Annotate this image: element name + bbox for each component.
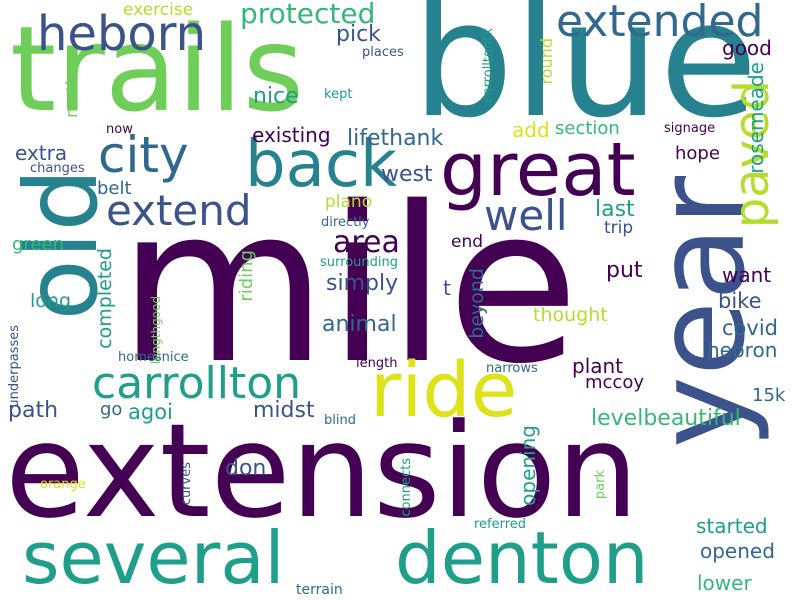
word-covid: covid (722, 316, 778, 340)
word-denton: denton (395, 516, 649, 600)
word-heborn: heborn (37, 6, 207, 62)
word-plant: plant (572, 354, 624, 378)
word-park: park (593, 470, 608, 500)
word-length: length (356, 356, 398, 371)
word-blue: blue (412, 0, 758, 153)
word-levelbeautiful: levelbeautiful (591, 406, 741, 431)
word-changes: changes (30, 161, 85, 176)
word-don: don (225, 456, 267, 481)
word-mccoy: mccoy (585, 372, 644, 393)
word-carrolltontx: carrolltontx (481, 28, 496, 103)
word-protected: protected (240, 0, 376, 30)
word-well: well (484, 191, 568, 240)
word-narrows: narrows (486, 361, 538, 376)
word-directly: directly (321, 215, 370, 230)
word-trails: trails (10, 0, 305, 138)
word-extension: extension (5, 395, 639, 547)
word-hebron: hebron (707, 338, 778, 362)
word-t: t (443, 276, 451, 300)
word-underpasses: underpasses (7, 325, 22, 408)
word-ride: ride (370, 345, 518, 434)
word-beyond: beyond (466, 268, 488, 339)
word-north: north (62, 75, 81, 118)
word-green: green (12, 234, 64, 255)
word-city: city (98, 126, 189, 184)
word-surrounding: surrounding (320, 255, 398, 270)
word-mile: mile (118, 160, 580, 411)
word-path: path (8, 398, 59, 423)
word-homesnice: homesnice (118, 350, 189, 365)
word-referred: referred (474, 517, 527, 532)
word-agoi: agoi (128, 400, 173, 424)
word-kept: kept (324, 87, 353, 102)
word-blind: blind (324, 413, 356, 428)
word-simply: simply (326, 271, 399, 296)
word-signage: signage (664, 121, 716, 136)
word-great: great (440, 127, 636, 213)
word-thought: thought (533, 304, 608, 326)
word-animal: animal (322, 312, 397, 337)
word-lower: lower (697, 571, 752, 595)
word-opening: opening (516, 425, 540, 506)
word-now: now (106, 122, 133, 137)
word-trip: trip (604, 218, 634, 238)
word-orange: orange (40, 477, 86, 492)
word-back: back (245, 128, 398, 202)
word-rosemeade: rosemeade (744, 62, 768, 174)
word-lifethank: lifethank (347, 126, 444, 151)
word-go: go (100, 399, 123, 420)
word-nice: nice (253, 84, 299, 109)
word-connects: connects (399, 458, 414, 517)
word-started: started (696, 514, 768, 538)
word-pick: pick (336, 22, 381, 47)
word-curves: curves (179, 462, 194, 506)
word-good: good (722, 36, 772, 60)
word-end: end (451, 232, 484, 252)
word-extra: extra (15, 141, 68, 165)
word-several: several (22, 516, 285, 600)
word-belt: belt (97, 178, 132, 199)
word-exercise: exercise (123, 0, 194, 20)
word-hope: hope (675, 143, 720, 164)
word-existing: existing (252, 123, 331, 147)
word-add: add (512, 118, 550, 142)
word-carrollton: carrollton (92, 358, 302, 409)
word-midst: midst (253, 398, 315, 423)
word-section: section (555, 118, 620, 139)
word-bike: bike (718, 289, 762, 313)
word-round: round (537, 38, 556, 85)
word-put: put (606, 258, 643, 283)
word-places: places (362, 45, 404, 60)
word-want: want (722, 263, 772, 287)
word-opened: opened (700, 539, 775, 563)
word-terrain: terrain (296, 582, 343, 598)
word-long: long (30, 290, 72, 312)
word-riding: riding (236, 250, 257, 302)
word-extend: extend (106, 186, 252, 235)
word-15k: 15k (752, 385, 786, 406)
word-last: last (595, 197, 635, 222)
word-west: west (381, 162, 433, 187)
word-completed: completed (94, 248, 116, 349)
word-plano: plano (325, 192, 373, 212)
word-area: area (333, 225, 400, 260)
word-extended: extended (556, 0, 764, 47)
